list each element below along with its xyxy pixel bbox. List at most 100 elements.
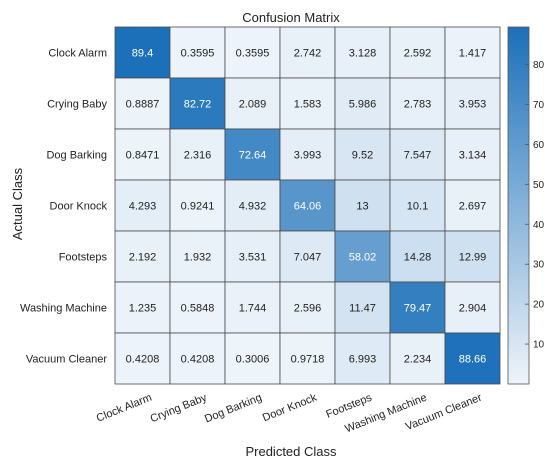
heatmap-cell-rect [444, 77, 501, 130]
heatmap-cell-value: 82.72 [184, 99, 212, 111]
heatmap-cell: 4.293 [114, 179, 171, 232]
heatmap-cell: 0.9241 [169, 179, 226, 232]
heatmap-cell: 89.4 [114, 26, 171, 79]
heatmap-cell-value: 2.742 [294, 48, 322, 60]
heatmap-cell-rect [389, 26, 446, 79]
heatmap-cell-rect [169, 26, 226, 79]
x-tick-label: Dog Barking [203, 392, 264, 426]
heatmap-cell-value: 0.8887 [126, 99, 160, 111]
heatmap-cell-value: 1.583 [294, 99, 322, 111]
heatmap-cell-value: 14.28 [404, 252, 432, 264]
heatmap-cell: 6.993 [334, 332, 391, 385]
x-axis-label: Predicted Class [245, 444, 337, 459]
heatmap-cell-value: 2.904 [459, 303, 487, 315]
heatmap-cell: 3.134 [444, 128, 501, 181]
heatmap-cell-value: 79.47 [404, 303, 432, 315]
colorbar-tick-label: 40 [533, 220, 545, 231]
heatmap-cell-rect [389, 128, 446, 181]
heatmap-cell: 2.234 [389, 332, 446, 385]
heatmap-cell-rect [334, 332, 391, 385]
heatmap-cell: 1.744 [224, 281, 281, 334]
heatmap-cell-value: 0.3006 [236, 354, 270, 366]
y-tick-label: Clock Alarm [48, 48, 107, 60]
heatmap-cell-value: 0.5848 [181, 303, 215, 315]
heatmap-cell-rect [224, 128, 281, 181]
heatmap-cell: 88.66 [444, 332, 501, 385]
heatmap-cell-rect [114, 332, 171, 385]
heatmap-cell: 72.64 [224, 128, 281, 181]
heatmap-cell: 0.3595 [224, 26, 281, 79]
colorbar [507, 26, 530, 385]
heatmap-cell: 7.047 [279, 230, 336, 283]
heatmap-cell-value: 3.993 [294, 150, 322, 162]
heatmap-cell-value: 64.06 [294, 201, 322, 213]
heatmap-cell-rect [334, 77, 391, 130]
colorbar-ticks: 10 20 30 40 50 60 70 80 [525, 60, 545, 351]
y-tick-label: Vacuum Cleaner [26, 354, 107, 366]
heatmap-cell-value: 2.089 [239, 99, 267, 111]
heatmap-cell: 11.47 [334, 281, 391, 334]
heatmap-cell: 58.02 [334, 230, 391, 283]
colorbar-tick-label: 70 [533, 100, 545, 111]
heatmap-cell-rect [114, 77, 171, 130]
heatmap-cell-rect [444, 128, 501, 181]
colorbar-tick-label: 50 [533, 180, 545, 191]
heatmap-cell: 82.72 [169, 77, 226, 130]
heatmap-cell-value: 1.235 [129, 303, 157, 315]
heatmap-cell: 3.128 [334, 26, 391, 79]
heatmap-cell-rect [279, 332, 336, 385]
heatmap-cell: 0.3595 [169, 26, 226, 79]
heatmap-cell-value: 3.953 [459, 99, 487, 111]
heatmap-cell-value: 0.8471 [126, 150, 160, 162]
heatmap-cell: 0.4208 [114, 332, 171, 385]
heatmap-cell-value: 13 [356, 201, 368, 213]
heatmap-cell-rect [224, 77, 281, 130]
heatmap-cell: 2.742 [279, 26, 336, 79]
heatmap-cell: 0.3006 [224, 332, 281, 385]
heatmap-cell: 7.547 [389, 128, 446, 181]
heatmap-cell: 0.5848 [169, 281, 226, 334]
heatmap-cell-rect [389, 332, 446, 385]
heatmap-cell-rect [279, 281, 336, 334]
heatmap-cell-value: 5.986 [349, 99, 377, 111]
heatmap-cell-rect [444, 179, 501, 232]
heatmap-cell-value: 2.783 [404, 99, 432, 111]
heatmap-cell: 3.953 [444, 77, 501, 130]
heatmap-cell-rect [279, 179, 336, 232]
heatmap-cell-value: 0.9241 [181, 201, 215, 213]
heatmap-cell-rect [169, 281, 226, 334]
x-tick-label: Door Knock [261, 391, 319, 424]
heatmap-cell: 2.697 [444, 179, 501, 232]
heatmap-cell: 3.993 [279, 128, 336, 181]
heatmap-cell-value: 12.99 [459, 252, 487, 264]
y-tick-label: Washing Machine [20, 303, 107, 315]
heatmap-cell-value: 2.192 [129, 252, 157, 264]
heatmap-cell: 4.932 [224, 179, 281, 232]
heatmap-cell: 1.932 [169, 230, 226, 283]
colorbar-tick-label: 10 [533, 340, 545, 351]
heatmap-cell-value: 1.932 [184, 252, 212, 264]
heatmap-cell-value: 0.3595 [181, 48, 215, 60]
heatmap-cell: 2.192 [114, 230, 171, 283]
y-tick-label: Dog Barking [46, 150, 107, 162]
heatmap-cell: 64.06 [279, 179, 336, 232]
heatmap-cell: 0.8887 [114, 77, 171, 130]
heatmap-cell: 2.904 [444, 281, 501, 334]
heatmap-cell-value: 3.128 [349, 48, 377, 60]
heatmap-cell-value: 7.047 [294, 252, 322, 264]
heatmap-cell-rect [444, 332, 501, 385]
heatmap-cell-value: 6.993 [349, 354, 377, 366]
heatmap-cell: 1.417 [444, 26, 501, 79]
colorbar-tick-label: 60 [533, 140, 545, 151]
y-axis-label: Actual Class [10, 167, 25, 240]
heatmap-cell-value: 1.417 [459, 48, 487, 60]
y-tick-labels: Clock Alarm Crying Baby Dog Barking Door Kn… [20, 48, 108, 366]
heatmap-cell-rect [279, 128, 336, 181]
heatmap-cell-rect [169, 128, 226, 181]
heatmap-cell: 2.316 [169, 128, 226, 181]
heatmap-cell-value: 2.697 [459, 201, 487, 213]
heatmap-cell: 10.1 [389, 179, 446, 232]
y-tick-label: Crying Baby [47, 99, 107, 111]
